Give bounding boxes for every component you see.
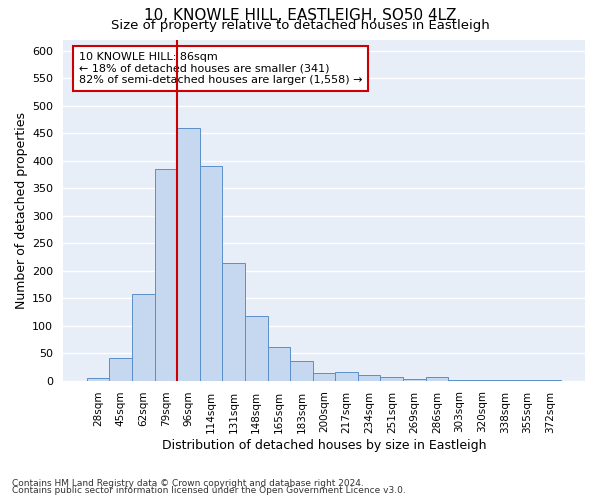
Bar <box>245 316 268 380</box>
Bar <box>403 378 425 380</box>
Bar <box>87 378 109 380</box>
Text: Size of property relative to detached houses in Eastleigh: Size of property relative to detached ho… <box>110 18 490 32</box>
Text: 10 KNOWLE HILL: 86sqm
← 18% of detached houses are smaller (341)
82% of semi-det: 10 KNOWLE HILL: 86sqm ← 18% of detached … <box>79 52 362 85</box>
Bar <box>109 358 132 380</box>
Y-axis label: Number of detached properties: Number of detached properties <box>15 112 28 309</box>
Bar <box>358 375 380 380</box>
Bar <box>290 362 313 380</box>
Text: Contains HM Land Registry data © Crown copyright and database right 2024.: Contains HM Land Registry data © Crown c… <box>12 478 364 488</box>
Bar <box>268 346 290 380</box>
X-axis label: Distribution of detached houses by size in Eastleigh: Distribution of detached houses by size … <box>162 440 486 452</box>
Bar <box>177 128 200 380</box>
Bar <box>223 262 245 380</box>
Text: 10, KNOWLE HILL, EASTLEIGH, SO50 4LZ: 10, KNOWLE HILL, EASTLEIGH, SO50 4LZ <box>144 8 456 24</box>
Bar <box>155 169 177 380</box>
Bar <box>335 372 358 380</box>
Bar <box>380 377 403 380</box>
Text: Contains public sector information licensed under the Open Government Licence v3: Contains public sector information licen… <box>12 486 406 495</box>
Bar <box>132 294 155 380</box>
Bar <box>425 377 448 380</box>
Bar <box>313 373 335 380</box>
Bar <box>200 166 223 380</box>
